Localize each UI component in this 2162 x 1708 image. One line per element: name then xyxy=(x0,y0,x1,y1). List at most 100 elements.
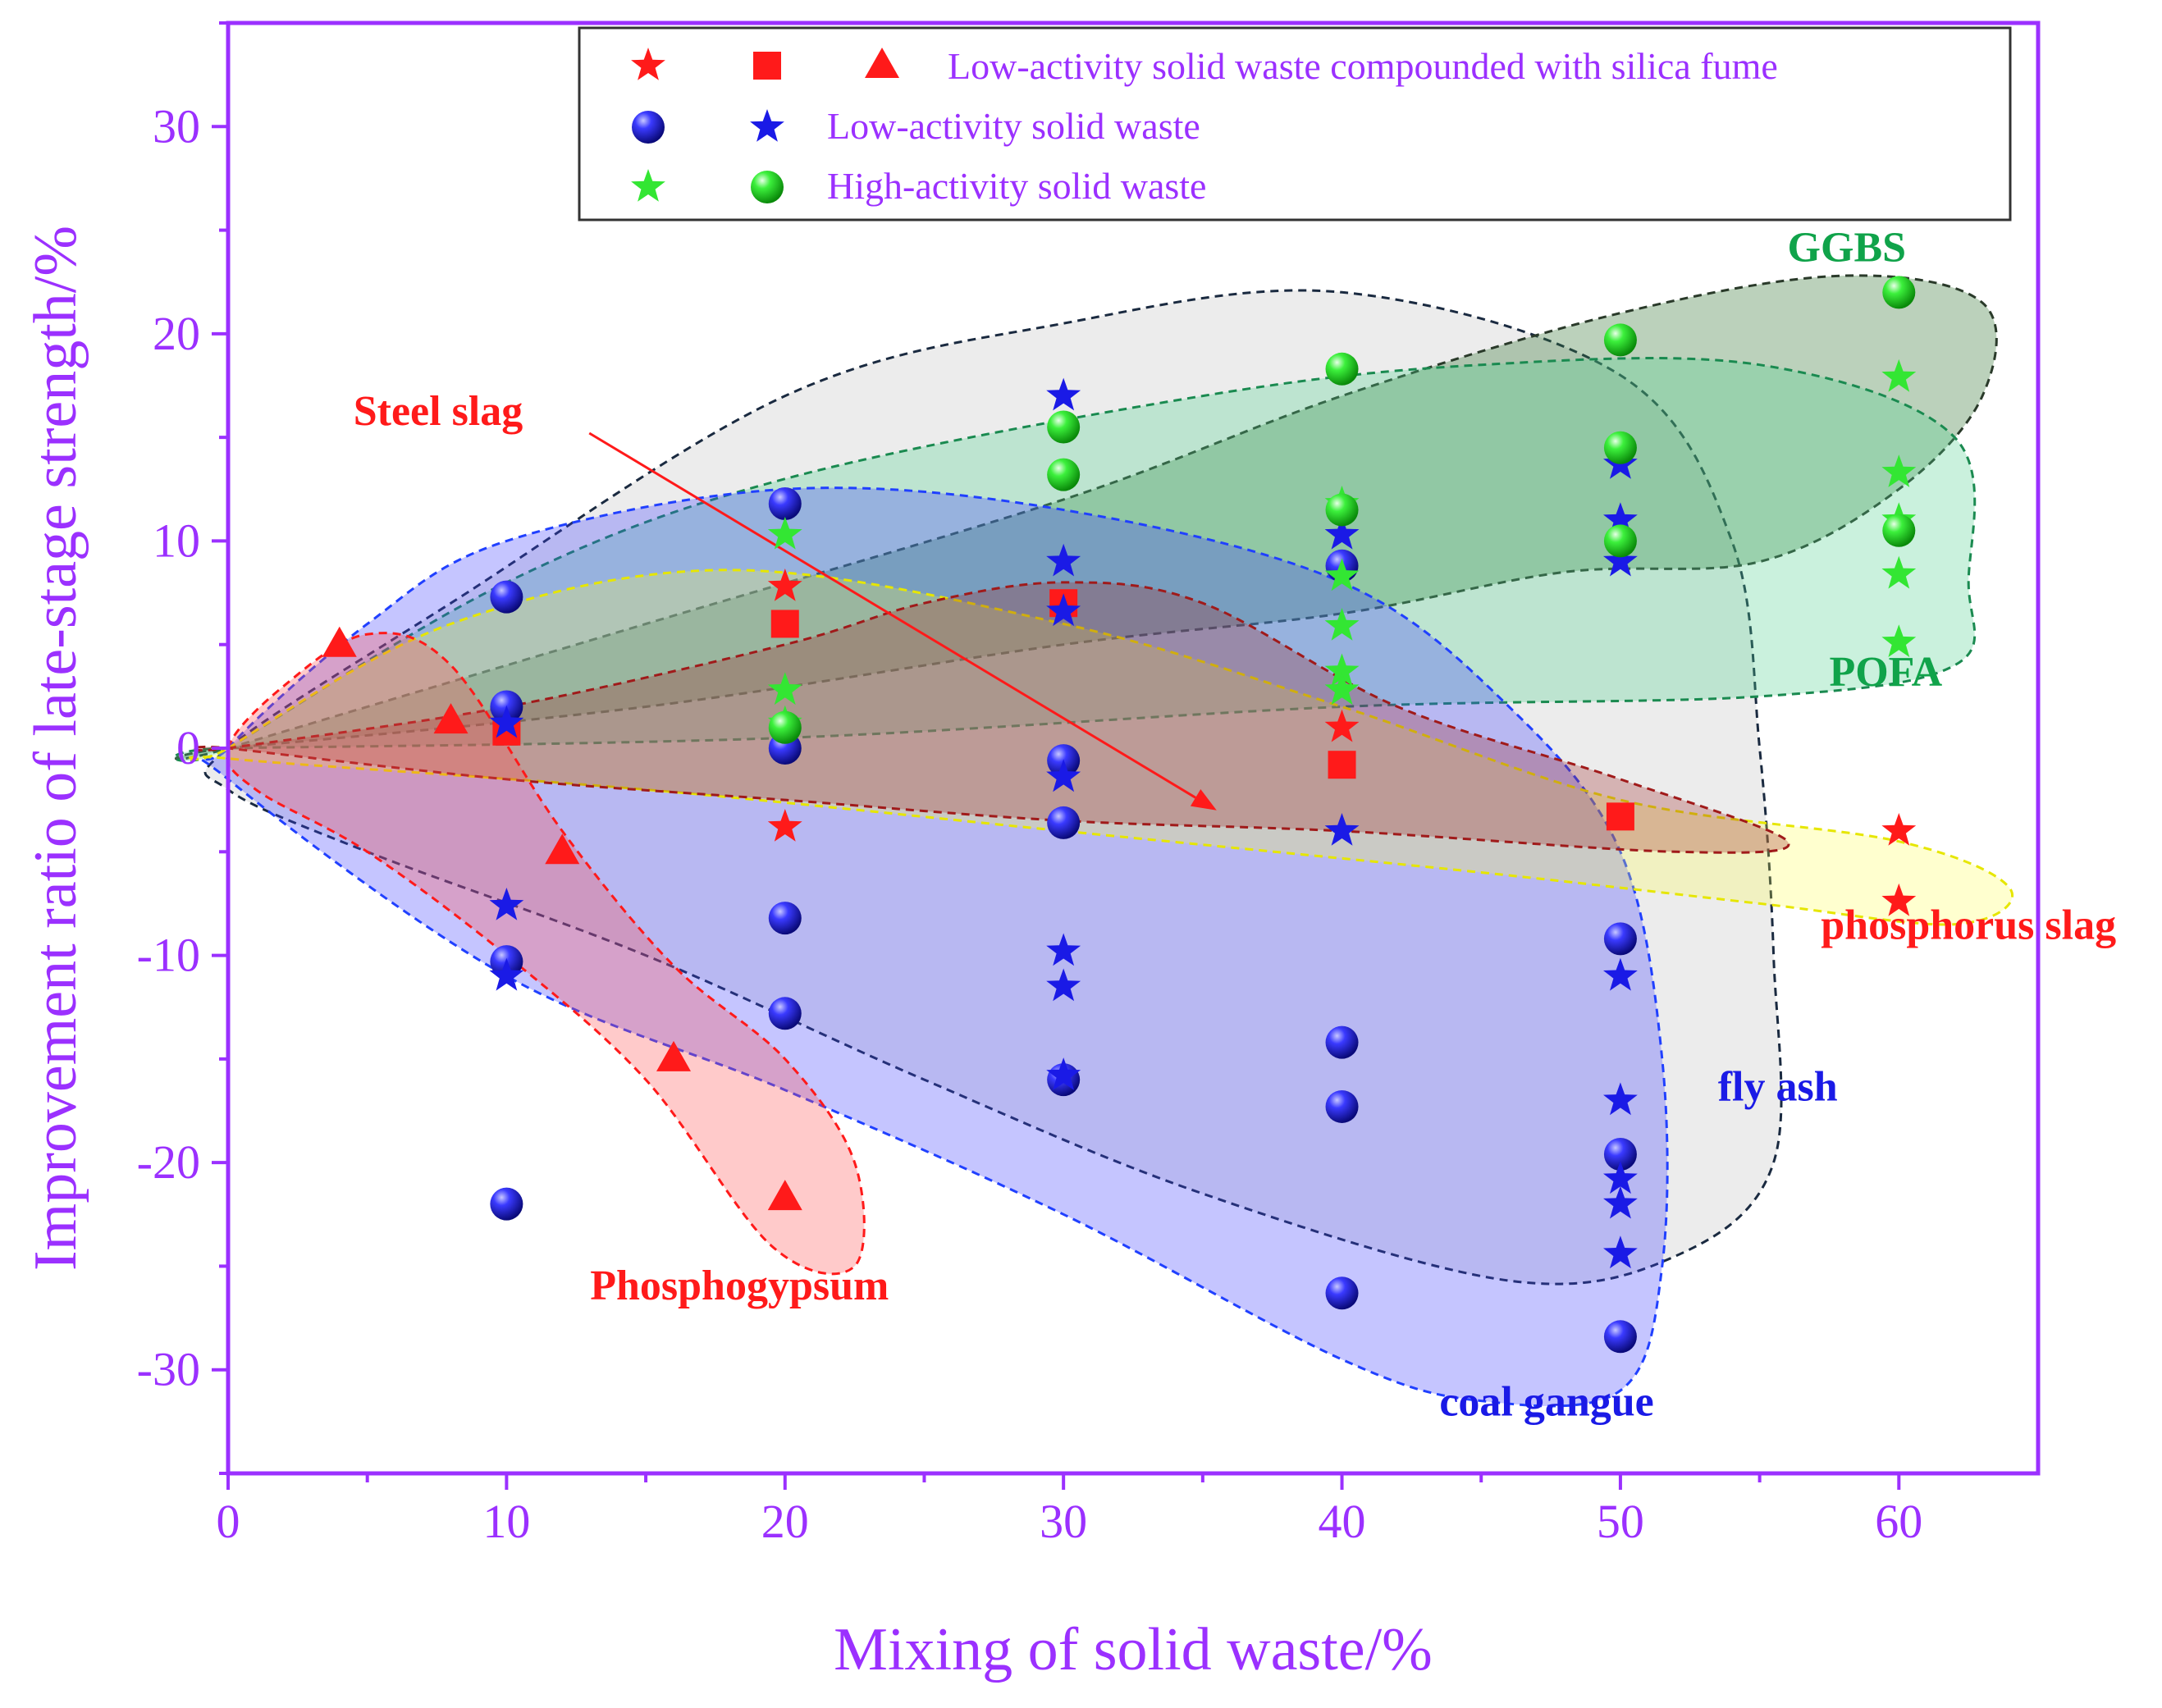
green-sphere-point xyxy=(1047,458,1081,491)
blue-star-point xyxy=(1046,377,1081,411)
blue-sphere-point xyxy=(1325,1276,1359,1310)
red-star-point xyxy=(767,569,802,601)
green-star-point xyxy=(767,516,802,550)
x-tick-label: 60 xyxy=(1875,1495,1922,1548)
blue-sphere-point xyxy=(768,902,802,935)
blue-sphere-point xyxy=(1603,1320,1637,1354)
arrow-line xyxy=(588,432,1196,799)
blue-star-point xyxy=(1046,968,1081,1002)
green-star-point xyxy=(1324,672,1360,706)
red-square-point xyxy=(770,610,799,638)
marker-layer xyxy=(322,276,1917,1354)
green-star-point xyxy=(1881,454,1917,487)
blue-star-point xyxy=(1603,1235,1638,1269)
x-tick-labels: 0 10 20 30 40 50 60 xyxy=(217,1495,1923,1548)
y-tick-label: -30 xyxy=(137,1343,200,1396)
green-sphere-point xyxy=(1325,493,1359,527)
green-sphere-point xyxy=(1882,276,1916,309)
phosphogypsum-region xyxy=(226,632,866,1276)
x-tick-label: 40 xyxy=(1319,1495,1366,1548)
annotation-phosphorus-slag: phosphorus slag xyxy=(1821,902,2116,948)
green-star-point xyxy=(767,672,802,706)
y-tick-label: 30 xyxy=(153,99,200,153)
y-tick-label: 10 xyxy=(153,514,200,567)
axis-ticks xyxy=(212,21,1901,1490)
green-star-point xyxy=(1324,558,1360,591)
annotation-steel-slag: Steel slag xyxy=(354,388,523,435)
annotation-layer: GGBS POFA Steel slag phosphorus slag fly… xyxy=(354,224,2116,1425)
red-star-point xyxy=(1881,883,1917,916)
x-tick-label: 20 xyxy=(761,1495,809,1548)
blue-star-point xyxy=(1046,543,1081,577)
fly-ash-region xyxy=(203,289,1783,1286)
annotation-pofa: POFA xyxy=(1829,649,1942,696)
red-square-point xyxy=(1328,751,1356,779)
coal-gangue-region xyxy=(200,486,1669,1408)
legend-marker-sphere-green xyxy=(751,171,784,203)
blue-star-point xyxy=(1324,813,1360,846)
red-star-point xyxy=(1881,813,1917,846)
blue-star-point xyxy=(1046,759,1081,792)
blue-star-point xyxy=(1046,933,1081,966)
red-triangle-point xyxy=(767,1180,802,1211)
blue-star-point xyxy=(1324,516,1360,550)
red-star-point xyxy=(767,809,802,842)
green-sphere-point xyxy=(1325,352,1359,386)
green-star-point xyxy=(1324,608,1360,641)
blue-star-point xyxy=(489,888,524,920)
blue-sphere-point xyxy=(490,1187,523,1221)
annotation-fly-ash: fly ash xyxy=(1718,1063,1838,1110)
legend-label-silica-fume: Low-activity solid waste compounded with… xyxy=(948,45,1778,87)
blue-sphere-point xyxy=(1603,1138,1637,1171)
green-sphere-point xyxy=(1882,514,1916,547)
green-star-point xyxy=(1881,624,1917,657)
y-tick-label: 0 xyxy=(176,721,200,774)
legend-marker-star-red xyxy=(631,48,665,80)
blue-star-point xyxy=(1603,543,1638,577)
steel-slag-arrow xyxy=(588,432,1217,811)
y-axis-title: Improvement ratio of late-stage strength… xyxy=(22,226,89,1271)
blue-star-point xyxy=(1603,502,1638,535)
phosphorus-slag-region xyxy=(185,569,2013,926)
blue-sphere-point xyxy=(768,997,802,1030)
blue-sphere-point xyxy=(768,486,802,520)
blue-sphere-point xyxy=(1603,922,1637,956)
legend-marker-square-red xyxy=(753,52,781,80)
blue-sphere-point xyxy=(490,580,523,614)
legend-marker-star-blue xyxy=(750,109,784,142)
y-tick-label: 20 xyxy=(153,307,200,360)
annotation-ggbs: GGBS xyxy=(1788,224,1907,271)
arrow-head xyxy=(1190,789,1217,811)
legend-marker-sphere-blue xyxy=(632,111,665,144)
legend: Low-activity solid waste compounded with… xyxy=(578,26,2012,221)
x-tick-label: 50 xyxy=(1597,1495,1644,1548)
steel-slag-region xyxy=(192,581,1790,854)
y-tick-labels: -30 -20 -10 0 10 20 30 xyxy=(137,99,200,1395)
green-sphere-point xyxy=(1047,410,1081,444)
red-triangle-point xyxy=(545,833,580,865)
region-layer xyxy=(173,274,2013,1408)
green-sphere-point xyxy=(768,710,802,744)
legend-label-high-activity: High-activity solid waste xyxy=(827,165,1206,207)
blue-star-point xyxy=(489,705,524,738)
red-square-point xyxy=(1606,802,1634,831)
blue-star-point xyxy=(1603,1161,1638,1194)
legend-marker-star-green xyxy=(631,169,665,202)
annotation-coal-gangue: coal gangue xyxy=(1439,1378,1653,1425)
blue-sphere-point xyxy=(1325,1025,1359,1059)
x-tick-label: 30 xyxy=(1040,1495,1087,1548)
blue-star-point xyxy=(1603,957,1638,991)
red-triangle-point xyxy=(656,1040,692,1071)
blue-sphere-point xyxy=(1047,806,1081,839)
green-sphere-point xyxy=(1603,431,1637,464)
green-star-point xyxy=(1324,653,1360,687)
x-tick-label: 0 xyxy=(217,1495,240,1548)
legend-markers xyxy=(631,48,899,203)
red-triangle-point xyxy=(433,703,469,734)
legend-box xyxy=(578,26,2012,221)
blue-star-point xyxy=(489,957,524,991)
y-tick-label: -20 xyxy=(137,1135,200,1189)
annotation-phosphogypsum: Phosphogypsum xyxy=(590,1263,889,1309)
legend-marker-triangle-red xyxy=(865,48,899,78)
